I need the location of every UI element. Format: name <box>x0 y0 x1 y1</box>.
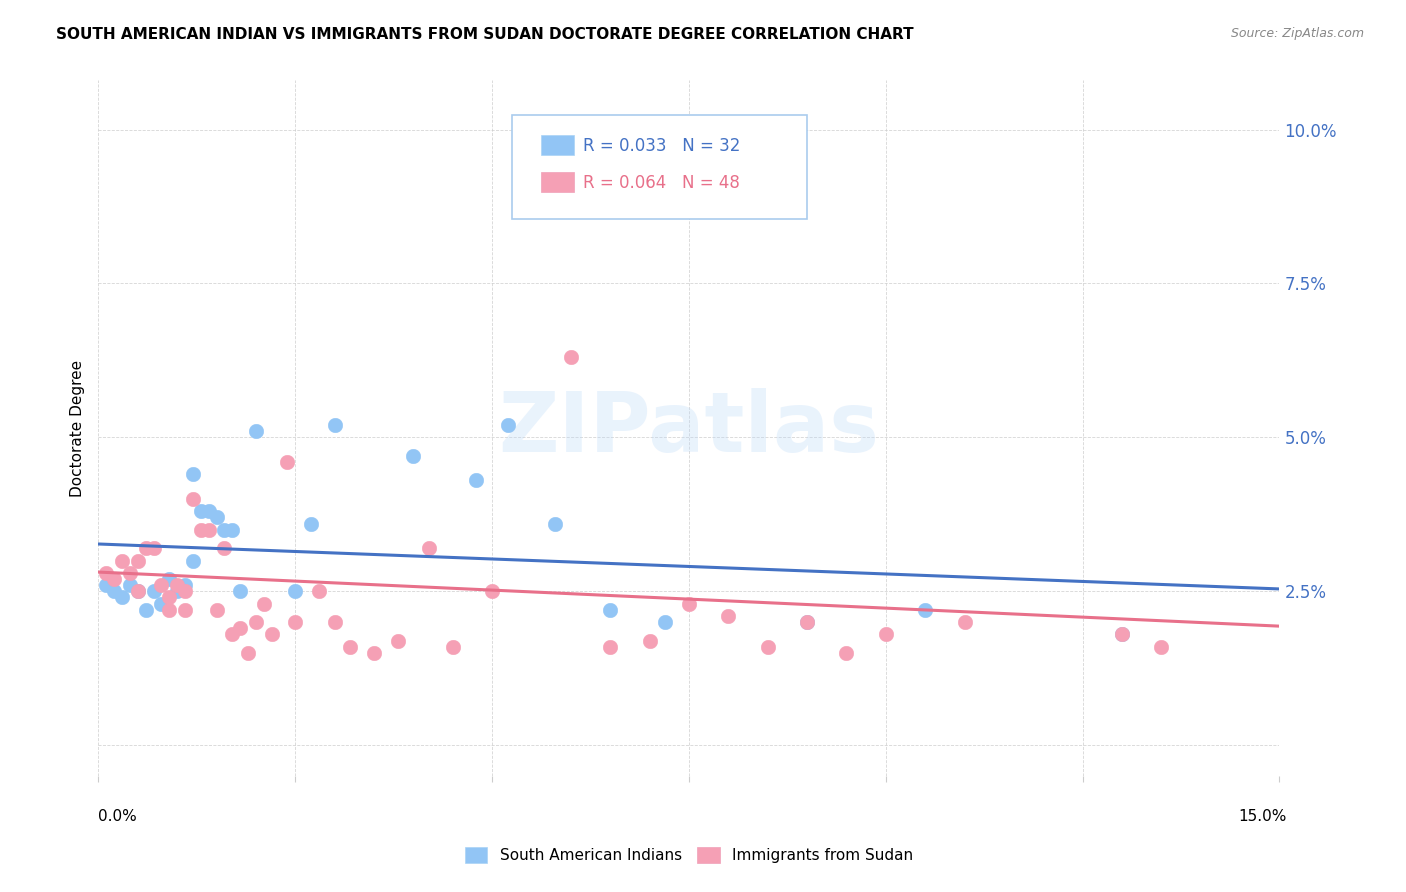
Point <box>111 553 134 567</box>
Point <box>544 516 567 531</box>
Point <box>796 615 818 629</box>
Point <box>229 621 252 635</box>
Point <box>142 584 165 599</box>
Point <box>181 491 204 506</box>
Text: 15.0%: 15.0% <box>1239 809 1286 823</box>
Point <box>1111 627 1133 641</box>
Point <box>197 504 219 518</box>
Point <box>157 572 180 586</box>
Point <box>914 603 936 617</box>
Point <box>103 572 125 586</box>
Point <box>127 553 149 567</box>
Point <box>111 591 134 605</box>
Point <box>402 449 425 463</box>
Point <box>103 584 125 599</box>
Point <box>339 640 361 654</box>
Point <box>953 615 976 629</box>
Point <box>150 597 173 611</box>
Point <box>284 584 307 599</box>
Point <box>323 418 346 433</box>
Point <box>174 584 197 599</box>
Point <box>127 584 149 599</box>
Point <box>796 615 818 629</box>
Point <box>181 467 204 482</box>
Point <box>214 523 236 537</box>
Point <box>387 633 409 648</box>
Point <box>560 351 582 365</box>
Point <box>756 640 779 654</box>
Point <box>190 523 212 537</box>
Point <box>96 566 118 580</box>
Point <box>717 609 740 624</box>
Point <box>166 584 188 599</box>
Point <box>1111 627 1133 641</box>
Point <box>205 603 228 617</box>
Point <box>214 541 236 556</box>
Point <box>441 640 464 654</box>
Text: ZIPatlas: ZIPatlas <box>499 388 879 468</box>
Point <box>465 474 488 488</box>
Point <box>638 633 661 648</box>
FancyBboxPatch shape <box>541 172 575 192</box>
Point <box>236 646 259 660</box>
Point <box>599 603 621 617</box>
Point <box>96 578 118 592</box>
Point <box>253 597 276 611</box>
Point <box>308 584 330 599</box>
Point <box>118 566 141 580</box>
Text: R = 0.064   N = 48: R = 0.064 N = 48 <box>582 174 740 193</box>
Point <box>363 646 385 660</box>
Point <box>127 584 149 599</box>
Point <box>205 510 228 524</box>
Point <box>174 603 197 617</box>
Text: 0.0%: 0.0% <box>98 809 138 823</box>
Legend: South American Indians, Immigrants from Sudan: South American Indians, Immigrants from … <box>458 841 920 870</box>
Point <box>299 516 322 531</box>
Point <box>221 627 243 641</box>
Point <box>150 578 173 592</box>
Point <box>181 553 204 567</box>
Point <box>221 523 243 537</box>
Point <box>284 615 307 629</box>
Text: Source: ZipAtlas.com: Source: ZipAtlas.com <box>1230 27 1364 40</box>
Text: SOUTH AMERICAN INDIAN VS IMMIGRANTS FROM SUDAN DOCTORATE DEGREE CORRELATION CHAR: SOUTH AMERICAN INDIAN VS IMMIGRANTS FROM… <box>56 27 914 42</box>
Point <box>157 591 180 605</box>
Point <box>260 627 283 641</box>
FancyBboxPatch shape <box>541 136 575 154</box>
Point <box>418 541 440 556</box>
Point <box>276 455 298 469</box>
Point <box>166 578 188 592</box>
FancyBboxPatch shape <box>512 115 807 219</box>
Point <box>1150 640 1173 654</box>
Point <box>496 418 519 433</box>
Point <box>245 615 267 629</box>
Point <box>197 523 219 537</box>
Point <box>135 541 157 556</box>
Point <box>654 615 676 629</box>
Text: R = 0.033   N = 32: R = 0.033 N = 32 <box>582 137 740 155</box>
Point <box>678 597 700 611</box>
Point <box>481 584 503 599</box>
Point <box>157 603 180 617</box>
Point <box>118 578 141 592</box>
Point <box>135 603 157 617</box>
Point <box>520 141 543 155</box>
Point <box>245 424 267 438</box>
Point <box>174 578 197 592</box>
Point <box>142 541 165 556</box>
Point <box>835 646 858 660</box>
Point <box>599 640 621 654</box>
Point <box>875 627 897 641</box>
Point <box>229 584 252 599</box>
Point <box>323 615 346 629</box>
Point <box>190 504 212 518</box>
Y-axis label: Doctorate Degree: Doctorate Degree <box>69 359 84 497</box>
